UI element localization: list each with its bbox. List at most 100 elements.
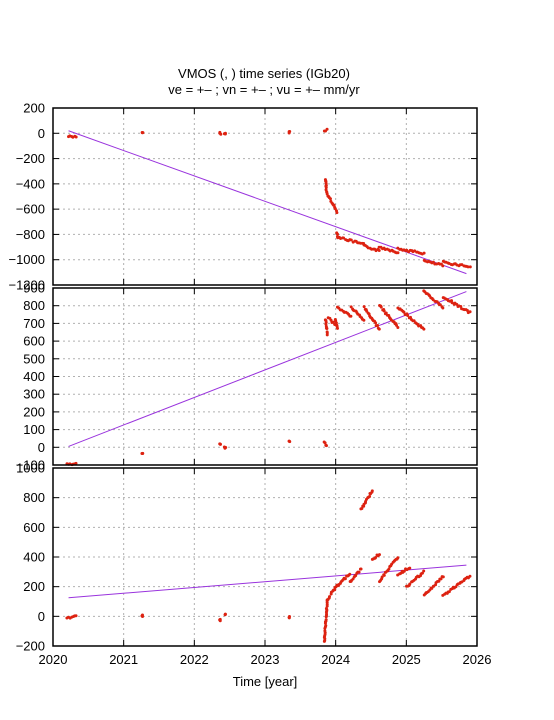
y-tick-label-north--100: −100 [16,458,45,473]
data-segment-east-12 [396,246,426,256]
data-segment-up-8 [348,567,363,583]
panels: −1200−1000−800−600−400−2000200−100010020… [8,101,491,690]
y-tick-label-north-600: 600 [23,334,45,349]
data-point [441,264,445,268]
data-segment-north-10 [349,305,366,322]
data-segment-north-2 [218,442,222,446]
data-point [325,333,329,337]
y-tick-label-up-200: 200 [23,579,45,594]
data-segment-north-15 [441,296,472,315]
data-point [324,185,328,189]
data-segment-up-15 [441,574,472,597]
data-segment-up-7 [335,572,352,588]
data-segment-up-5 [322,599,329,643]
y-tick-label-north-700: 700 [23,316,45,331]
data-point [384,311,388,315]
y-tick-label-north-900: 900 [23,281,45,296]
data-segment-up-4 [287,614,291,620]
data-segment-east-14 [441,259,472,269]
data-segment-east-10 [362,243,381,253]
y-tick-label-north-100: 100 [23,422,45,437]
data-segment-east-13 [422,258,445,268]
data-point [324,624,328,628]
data-point [333,588,337,592]
y-tick-label-east--400: −400 [16,176,45,191]
data-point [324,618,328,622]
data-point [324,444,328,448]
y-tick-label-up--200: −200 [16,639,45,654]
y-tick-label-east-200: 200 [23,101,45,116]
data-segment-east-7 [325,190,339,215]
data-point [357,570,361,574]
x-tick-label-2025: 2025 [392,652,421,667]
data-point [334,321,338,325]
data-segment-up-14 [422,575,445,597]
trend-line-north [68,291,467,447]
data-point [362,305,366,309]
y-tick-label-up-400: 400 [23,550,45,565]
data-point [377,248,381,252]
data-point [377,327,381,331]
data-point [74,461,78,465]
plot-frame-north [52,287,478,466]
data-point [324,326,328,330]
data-point [141,451,145,455]
data-point [218,442,222,446]
data-segment-north-6 [323,318,329,337]
data-point [466,265,470,269]
data-point [441,575,445,579]
data-point [368,495,372,499]
data-segment-up-13 [405,569,426,588]
data-point [377,553,381,557]
data-segment-up-9 [359,489,374,511]
data-segment-east-9 [336,235,366,246]
y-tick-label-east--1000: −1000 [8,252,45,267]
x-tick-label-2021: 2021 [109,652,138,667]
data-point [447,590,451,594]
chart-title-line2: ve = +– ; vn = +– ; vu = +– mm/yr [168,82,360,97]
data-segment-north-5 [322,440,328,448]
data-point [343,577,347,581]
x-axis-label: Time [year] [233,674,298,689]
y-tick-label-north-0: 0 [38,440,45,455]
data-segment-east-1 [140,130,145,135]
data-point [408,566,412,570]
data-point [468,574,472,578]
data-point [406,314,410,318]
data-segment-north-9 [335,305,353,318]
data-point [422,327,426,331]
data-segment-east-2 [218,130,223,136]
trend-line-east [68,130,467,275]
data-point [74,135,78,139]
data-point [349,314,353,318]
data-segment-east-3 [222,131,227,136]
y-tick-label-north-200: 200 [23,404,45,419]
plot-frame-up [52,467,478,647]
data-point [348,572,352,576]
panel-east: −1200 −1000 −800 −600 −400 −200 0 200 [8,101,478,293]
data-point [324,322,328,326]
data-segment-north-1 [140,451,145,455]
y-tick-label-east-0: 0 [38,126,45,141]
data-point [359,567,363,571]
panel-up: −200 0 200 400 600 800 1000 2020 2021 2022 2023 202… [16,461,492,690]
y-tick-label-north-300: 300 [23,387,45,402]
data-point [441,306,445,310]
x-tick-label-2026: 2026 [463,652,492,667]
data-point [336,326,339,330]
data-segment-up-12 [396,566,412,577]
y-tick-label-up-800: 800 [23,490,45,505]
data-point [288,440,292,444]
data-point [396,556,400,560]
data-point [288,129,292,133]
x-tick-label-2020: 2020 [39,652,68,667]
data-segment-north-11 [362,305,381,331]
data-segment-up-3 [223,612,227,617]
data-point [382,573,386,577]
data-point [422,251,426,255]
data-point [360,506,364,510]
data-segment-up-1 [140,613,145,618]
data-point [422,569,426,573]
data-point [468,265,472,269]
